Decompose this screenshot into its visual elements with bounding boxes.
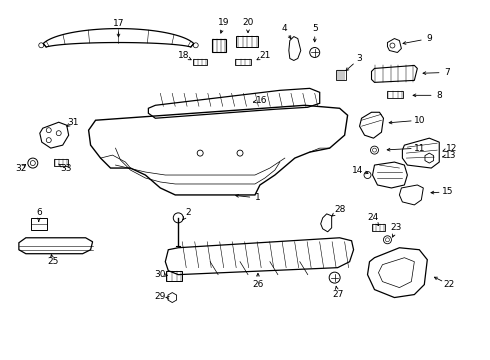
- Text: 19: 19: [219, 18, 230, 27]
- Text: 18: 18: [177, 51, 189, 60]
- Text: 10: 10: [414, 116, 425, 125]
- Text: 20: 20: [242, 18, 254, 27]
- Text: 32: 32: [15, 163, 26, 172]
- Text: 31: 31: [67, 118, 78, 127]
- Bar: [166, 271, 182, 280]
- Bar: [371, 224, 386, 231]
- Bar: [236, 36, 258, 46]
- Bar: [388, 91, 403, 98]
- Bar: [212, 39, 226, 53]
- Text: 27: 27: [332, 290, 343, 299]
- Text: 6: 6: [36, 208, 42, 217]
- Text: 11: 11: [414, 144, 425, 153]
- Bar: [336, 71, 345, 80]
- Text: 2: 2: [185, 208, 191, 217]
- Text: 26: 26: [252, 280, 264, 289]
- Text: 13: 13: [445, 150, 457, 159]
- Bar: [193, 59, 207, 66]
- Bar: [31, 218, 47, 230]
- Text: 1: 1: [255, 193, 261, 202]
- Text: 12: 12: [445, 144, 457, 153]
- Text: 25: 25: [47, 257, 58, 266]
- Text: 17: 17: [113, 19, 124, 28]
- Bar: [235, 59, 251, 66]
- Text: 23: 23: [391, 223, 402, 232]
- Text: 5: 5: [312, 24, 318, 33]
- Text: 15: 15: [441, 188, 453, 197]
- Text: 14: 14: [352, 166, 363, 175]
- Text: 30: 30: [154, 270, 166, 279]
- Text: 16: 16: [256, 96, 268, 105]
- Text: 33: 33: [60, 163, 72, 172]
- Bar: [54, 159, 68, 166]
- Text: 7: 7: [444, 68, 450, 77]
- Text: 29: 29: [155, 292, 166, 301]
- Text: 21: 21: [259, 51, 270, 60]
- Text: 3: 3: [357, 54, 363, 63]
- Text: 24: 24: [367, 213, 378, 222]
- Text: 9: 9: [426, 34, 432, 43]
- Text: 4: 4: [282, 24, 288, 33]
- Text: 22: 22: [443, 280, 455, 289]
- Text: 28: 28: [334, 206, 345, 215]
- Text: 8: 8: [437, 91, 442, 100]
